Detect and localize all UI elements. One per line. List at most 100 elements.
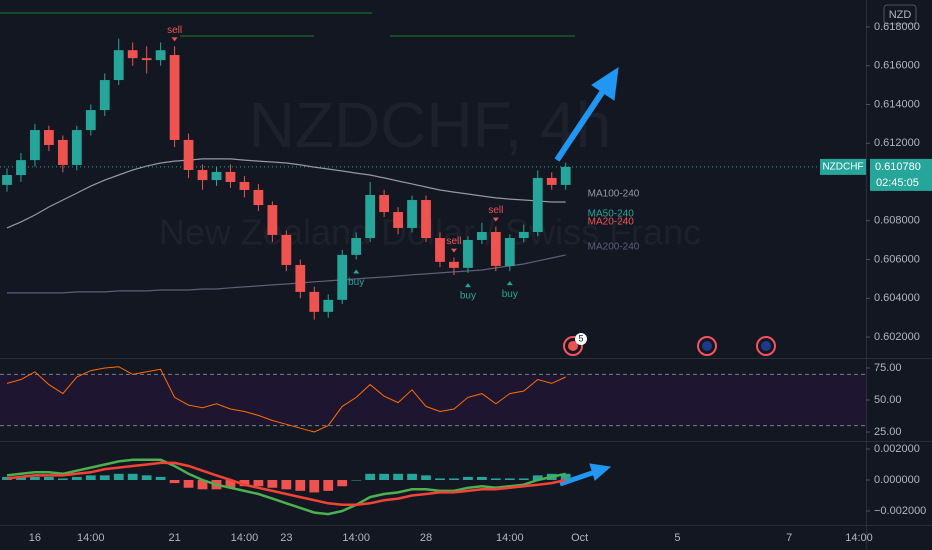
signal-arrow — [450, 248, 457, 253]
candle-body — [183, 139, 194, 170]
candle-body — [449, 261, 459, 268]
y-tick-label: 0.608000 — [874, 215, 920, 227]
rsi-band — [0, 374, 866, 426]
candle-body — [141, 58, 152, 61]
macd-histogram-bar — [476, 476, 487, 481]
candle-body — [2, 175, 12, 185]
candle-body — [365, 194, 376, 239]
x-tick-label: 21 — [168, 532, 180, 544]
macd-histogram-bar — [225, 480, 236, 488]
signal-label: buy — [460, 291, 476, 302]
y-tick-label: 50.00 — [874, 394, 902, 406]
arrow-head — [591, 66, 619, 101]
y-tick-label: 0.606000 — [874, 253, 920, 265]
signal-arrow — [492, 217, 499, 222]
macd-histogram-bar — [2, 476, 12, 481]
arrow — [559, 469, 596, 487]
moving-average — [7, 254, 566, 294]
y-tick-label: 0.616000 — [874, 60, 920, 72]
macd-histogram-bar — [267, 480, 278, 488]
x-tick-label: 5 — [674, 532, 680, 544]
candle-body — [197, 169, 208, 181]
candle-body — [43, 130, 54, 145]
macd-histogram-bar — [183, 480, 194, 488]
y-tick-label: 0.604000 — [874, 292, 920, 304]
macd-histogram-bar — [99, 475, 110, 481]
candle-body — [295, 264, 306, 292]
candle-body — [225, 171, 236, 183]
macd-histogram-bar — [309, 480, 320, 493]
y-tick-label: 0.614000 — [874, 98, 920, 110]
signal-arrow — [353, 269, 360, 274]
signal-label: buy — [348, 277, 364, 288]
signal-line — [6, 461, 566, 507]
macd-histogram-bar — [155, 476, 166, 481]
candle-body — [211, 171, 222, 181]
candle-body — [99, 80, 110, 111]
candle-body — [546, 177, 557, 185]
signal-arrow — [506, 281, 513, 286]
event-icon-flag — [761, 341, 771, 351]
symbol-tag — [820, 158, 866, 175]
y-tick-label: 0.612000 — [874, 137, 920, 149]
ma-label: MA100-240 — [588, 189, 640, 200]
price-tag — [870, 158, 932, 191]
y-tick-label: 0.000000 — [874, 474, 920, 486]
event-icon-flag — [702, 341, 712, 351]
candle-body — [407, 200, 417, 228]
x-tick-label: 14:00 — [496, 532, 524, 544]
candle-body — [127, 50, 138, 59]
candle-body — [169, 55, 180, 140]
y-tick-label: 0.618000 — [874, 21, 920, 33]
macd-histogram-bar — [518, 478, 529, 481]
signal-label: sell — [167, 25, 182, 36]
candle-body — [30, 130, 40, 161]
macd-histogram-bar — [351, 480, 362, 481]
arrow — [554, 86, 608, 162]
macd-histogram-bar — [407, 473, 417, 481]
macd-histogram-bar — [379, 473, 390, 481]
candle-body — [239, 182, 250, 190]
y-tick-label: 0.002000 — [874, 443, 920, 455]
currency-badge[interactable] — [883, 4, 917, 25]
candle-body — [85, 110, 96, 131]
candle-body — [113, 50, 124, 81]
countdown-text: 02:45:05 — [876, 177, 919, 189]
moving-average — [6, 158, 566, 229]
currency-badge-text: NZD — [889, 9, 912, 21]
signal-label: sell — [488, 205, 503, 216]
macd-histogram-bar — [421, 475, 431, 481]
x-tick-label: 14:00 — [77, 532, 105, 544]
y-tick-label: −0.002000 — [874, 505, 926, 517]
macd-line — [6, 458, 566, 516]
macd-histogram-bar — [490, 478, 501, 481]
candle-body — [476, 232, 487, 240]
candle-body — [267, 205, 278, 235]
macd-histogram-bar — [532, 475, 543, 481]
macd-histogram-bar — [71, 476, 82, 481]
x-tick-label: 7 — [786, 532, 792, 544]
candle-body — [560, 166, 571, 185]
macd-histogram-bar — [560, 473, 571, 481]
macd-histogram-bar — [239, 480, 250, 487]
candle-body — [71, 130, 82, 165]
candle-body — [155, 50, 166, 61]
signal-arrow — [171, 37, 178, 42]
price-tag-text: 0.610780 — [875, 161, 921, 173]
x-tick-label: 16 — [29, 532, 41, 544]
candle-body — [281, 234, 292, 265]
signal-arrow — [464, 283, 471, 288]
macd-histogram-bar — [281, 480, 292, 490]
x-tick-label: Oct — [571, 532, 588, 544]
macd-histogram-bar — [323, 480, 334, 491]
event-count-badge — [575, 333, 587, 345]
macd-histogram-bar — [197, 480, 208, 490]
candle-body — [393, 212, 403, 228]
signal-label: buy — [502, 289, 518, 300]
macd-histogram-bar — [463, 476, 473, 481]
candle-body — [309, 291, 320, 312]
